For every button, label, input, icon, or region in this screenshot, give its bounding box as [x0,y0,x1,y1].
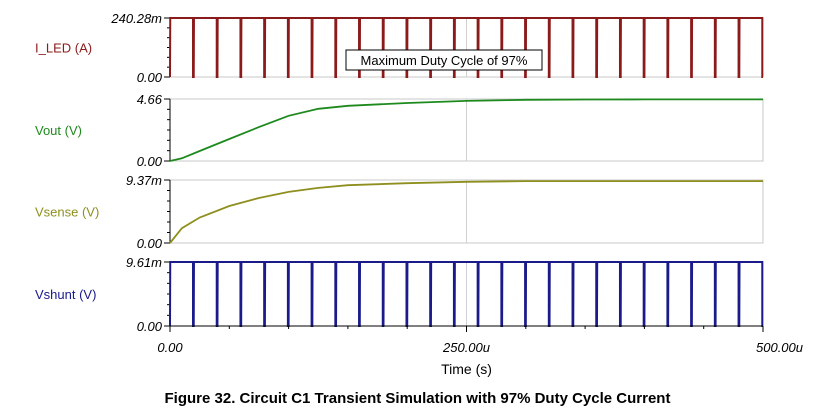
panel-4: 9.61m 0.00 Vshunt (V) 0.00 250.00u 500.00u Tim… [35,255,803,377]
y-tick-label: 9.61m [126,255,162,270]
series-label: Vshunt (V) [35,287,96,302]
transient-simulation-chart: 240.28m 0.00 I_LED (A) 4.66 0.00 Vout (V) 9.37… [35,11,803,377]
series-line [169,180,763,244]
y-tick-label: 0.00 [137,319,163,334]
series-label: Vout (V) [35,123,82,138]
panel-3: 9.37m 0.00 Vsense (V) [35,173,764,251]
annotation-frame [345,49,543,71]
y-tick-label: 4.66 [137,92,163,107]
panel-1: 240.28m 0.00 I_LED (A) [35,11,764,85]
series-line [169,98,763,162]
annotation-text: Maximum Duty Cycle of 97% [361,53,528,68]
y-tick-label: 240.28m [110,11,162,26]
y-tick-label: 0.00 [137,236,163,251]
series-line [169,17,764,78]
x-axis-label: Time (s) [441,361,492,377]
x-tick-label: 250.00u [442,340,490,355]
y-tick-label: 0.00 [137,154,163,169]
annotation-box: Maximum Duty Cycle of 97% [345,49,543,71]
series-label: I_LED (A) [35,41,92,56]
panel-2: 4.66 0.00 Vout (V) [35,92,764,169]
y-tick-label: 0.00 [137,70,163,85]
series-label: Vsense (V) [35,205,99,220]
x-tick-label: 500.00u [756,340,803,355]
figure-caption: Figure 32. Circuit C1 Transient Simulati… [164,390,671,407]
x-tick-label: 0.00 [157,340,183,355]
y-tick-label: 9.37m [126,173,162,188]
